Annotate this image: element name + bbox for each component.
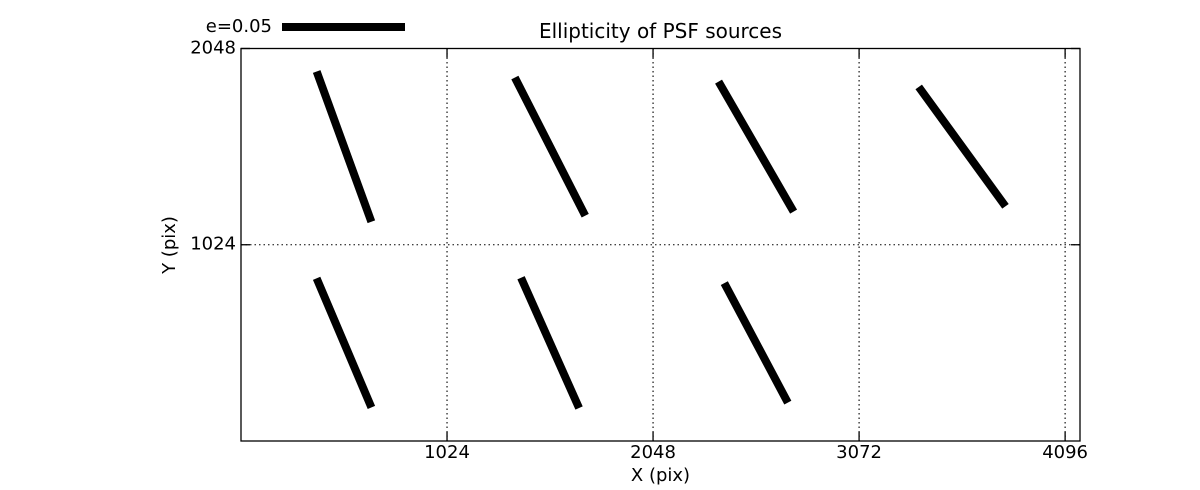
ellipticity-whisker-1 [511, 75, 589, 218]
y-tick-label-2048: 2048 [190, 37, 236, 59]
x-tick-label-3072: 3072 [836, 442, 882, 463]
x-tick-label-2048: 2048 [630, 442, 676, 463]
ellipticity-whisker-4 [312, 276, 376, 409]
ellipticity-whisker-3 [915, 84, 1009, 209]
y-tick-label-1024: 1024 [190, 233, 236, 255]
ellipticity-whisker-5 [517, 276, 583, 410]
chart-title: Ellipticity of PSF sources [538, 19, 783, 43]
x-tick-label-1024: 1024 [424, 442, 470, 463]
ellipticity-whisker-6 [720, 281, 792, 405]
legend-scale-bar [282, 23, 405, 31]
x-tick-label-4096: 4096 [1042, 442, 1089, 463]
legend-label: e=0.05 [205, 16, 272, 37]
ellipticity-whisker-2 [715, 79, 798, 214]
ellipticity-whisker-0 [312, 70, 376, 224]
x-axis-label: X (pix) [630, 465, 691, 486]
